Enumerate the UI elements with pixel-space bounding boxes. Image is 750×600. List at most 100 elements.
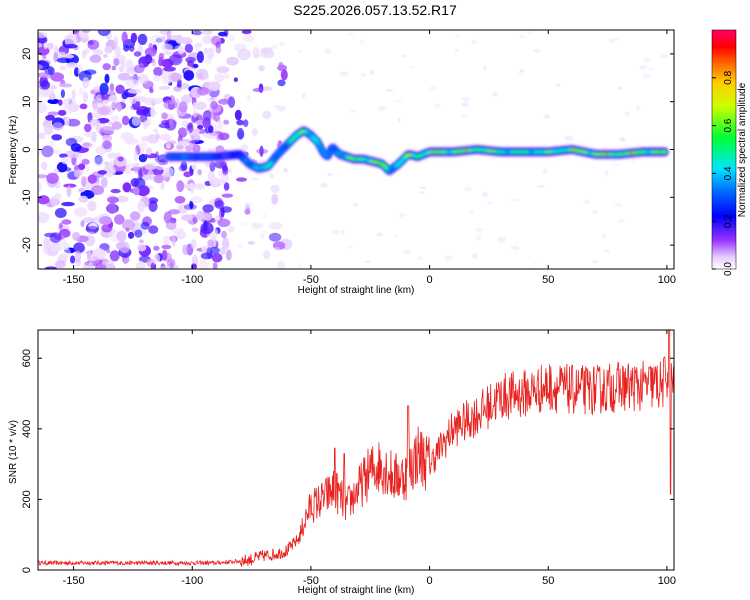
noise-cell	[160, 181, 165, 190]
noise-cell	[418, 256, 423, 260]
noise-cell	[121, 31, 128, 44]
noise-cell	[41, 161, 48, 171]
ridge-cell	[333, 150, 339, 153]
noise-cell	[63, 183, 77, 188]
noise-cell	[462, 96, 471, 103]
noise-cell	[202, 30, 213, 35]
ridge-cell	[327, 151, 333, 154]
noise-cell	[418, 191, 425, 194]
ridge-cell	[662, 150, 668, 153]
noise-cell	[70, 255, 76, 264]
noise-cell	[346, 32, 355, 36]
noise-cell	[139, 239, 144, 244]
noise-cell	[208, 176, 221, 185]
noise-cell	[80, 220, 85, 227]
noise-cell	[123, 44, 130, 52]
noise-cell	[188, 122, 194, 133]
noise-cell	[66, 118, 81, 127]
noise-cell	[73, 169, 81, 178]
noise-cell	[107, 202, 117, 214]
noise-cell	[237, 127, 245, 140]
noise-cell	[270, 184, 280, 193]
noise-cell	[115, 84, 125, 95]
noise-cell	[158, 85, 171, 91]
noise-cell	[527, 30, 534, 35]
noise-cell	[209, 81, 221, 92]
noise-cell	[133, 150, 138, 161]
noise-cell	[613, 203, 623, 207]
noise-cell	[202, 204, 214, 213]
noise-cell	[297, 50, 302, 53]
noise-cell	[44, 123, 53, 136]
ridge-cell	[273, 154, 280, 157]
noise-cell	[192, 102, 198, 111]
noise-cell	[148, 225, 159, 234]
noise-cell	[129, 211, 141, 221]
noise-cell	[59, 65, 67, 71]
noise-cell	[454, 34, 463, 38]
colorbar: 0.0 0.2 0.4 0.6 0.8 Normalized spectral ampl…	[711, 29, 748, 276]
ridge-cell	[287, 141, 293, 144]
y-tick-label: 10	[21, 96, 33, 108]
noise-cell	[429, 86, 437, 91]
ridge-cell	[278, 149, 285, 152]
noise-cell	[497, 236, 506, 243]
noise-cell	[245, 204, 250, 213]
noise-cell	[111, 65, 117, 71]
noise-cell	[38, 42, 43, 48]
noise-cell	[378, 105, 387, 111]
noise-cell	[492, 91, 498, 97]
noise-cell	[251, 128, 258, 136]
ridge-cell	[320, 151, 326, 154]
ridge-cell	[383, 166, 389, 169]
noise-cell	[221, 230, 227, 239]
noise-cell	[121, 92, 129, 100]
noise-cell	[116, 103, 123, 112]
noise-cell	[194, 101, 207, 110]
noise-cell	[55, 260, 66, 269]
noise-cell	[178, 82, 190, 90]
noise-cell	[196, 51, 204, 63]
noise-cell	[139, 58, 152, 63]
noise-cell	[203, 47, 208, 55]
noise-cell	[166, 258, 176, 268]
noise-cell	[630, 158, 637, 164]
noise-cell	[271, 193, 279, 205]
noise-cell	[66, 185, 72, 198]
noise-cell	[45, 114, 55, 121]
noise-cell	[161, 244, 172, 250]
noise-cell	[346, 245, 353, 249]
noise-cell	[510, 198, 519, 202]
noise-cell	[38, 64, 43, 70]
noise-cell	[604, 170, 609, 177]
ridge-cell	[401, 157, 407, 160]
noise-cell	[259, 145, 264, 157]
noise-cell	[149, 86, 154, 91]
noise-cell	[192, 110, 198, 118]
noise-cell	[108, 230, 120, 242]
ridge-cell	[398, 160, 404, 163]
ridge-cell	[312, 138, 318, 140]
noise-cell	[217, 132, 230, 141]
noise-cell	[162, 235, 171, 245]
noise-cell	[92, 49, 104, 57]
noise-cell	[81, 175, 87, 187]
noise-cell	[194, 183, 205, 190]
ridge-cell	[280, 147, 286, 150]
noise-cell	[153, 174, 164, 184]
noise-cell	[127, 231, 135, 239]
noise-cell	[188, 140, 196, 147]
noise-cell	[482, 191, 488, 198]
noise-cell	[168, 209, 181, 215]
noise-cell	[65, 149, 80, 159]
noise-cell	[38, 102, 48, 114]
noise-cell	[64, 43, 78, 49]
noise-cell	[280, 69, 288, 81]
noise-cell	[393, 235, 398, 238]
colorbar-tick-label: 0.8	[723, 70, 734, 84]
noise-cell	[207, 239, 214, 247]
noise-cell	[327, 172, 333, 176]
noise-cell	[240, 144, 249, 153]
noise-cell	[104, 73, 110, 84]
noise-cell	[223, 73, 230, 80]
